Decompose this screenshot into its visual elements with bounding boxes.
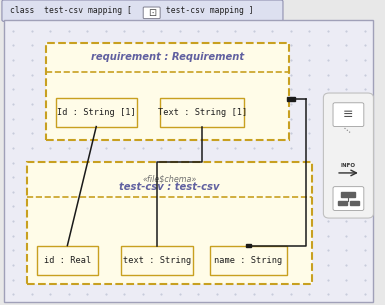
FancyBboxPatch shape (2, 0, 283, 21)
FancyBboxPatch shape (333, 103, 364, 127)
Text: Id : String [1]: Id : String [1] (57, 108, 136, 117)
FancyBboxPatch shape (37, 246, 98, 274)
FancyBboxPatch shape (210, 246, 287, 274)
Text: INFO: INFO (341, 163, 356, 168)
FancyBboxPatch shape (4, 20, 373, 302)
Text: ⊡: ⊡ (147, 8, 156, 18)
FancyBboxPatch shape (121, 246, 192, 274)
FancyBboxPatch shape (56, 98, 137, 127)
Bar (287, 97, 291, 101)
Text: requirement : Requirement: requirement : Requirement (91, 52, 244, 62)
FancyBboxPatch shape (323, 93, 373, 218)
FancyBboxPatch shape (46, 43, 289, 140)
FancyBboxPatch shape (143, 7, 160, 19)
FancyBboxPatch shape (160, 98, 244, 127)
Text: class  test-csv mapping [: class test-csv mapping [ (10, 6, 132, 15)
Text: name : String: name : String (214, 256, 283, 264)
Bar (338, 201, 347, 205)
Text: Text : String [1]: Text : String [1] (157, 108, 247, 117)
Text: «file$chema»: «file$chema» (142, 175, 197, 184)
Bar (350, 201, 359, 205)
Bar (341, 192, 355, 197)
Text: id : Real: id : Real (44, 256, 91, 264)
FancyBboxPatch shape (333, 187, 364, 210)
Bar (291, 97, 295, 101)
FancyBboxPatch shape (27, 162, 312, 284)
Text: test-csv mapping ]: test-csv mapping ] (161, 6, 254, 15)
Bar (246, 243, 251, 247)
Text: ≡: ≡ (343, 108, 354, 121)
Text: text : String: text : String (123, 256, 191, 264)
Text: test-csv : test-csv: test-csv : test-csv (119, 182, 220, 192)
